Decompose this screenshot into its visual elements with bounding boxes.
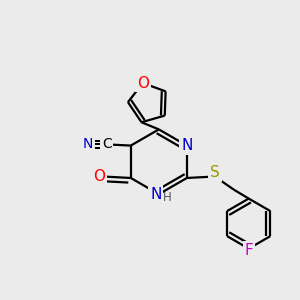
- Text: O: O: [93, 169, 105, 184]
- Text: N: N: [181, 138, 193, 153]
- Text: N: N: [150, 187, 162, 202]
- Text: N: N: [83, 137, 93, 151]
- Text: S: S: [210, 166, 220, 181]
- Text: H: H: [163, 191, 172, 204]
- Text: F: F: [244, 243, 253, 258]
- Text: C: C: [102, 137, 112, 151]
- Text: O: O: [137, 76, 149, 91]
